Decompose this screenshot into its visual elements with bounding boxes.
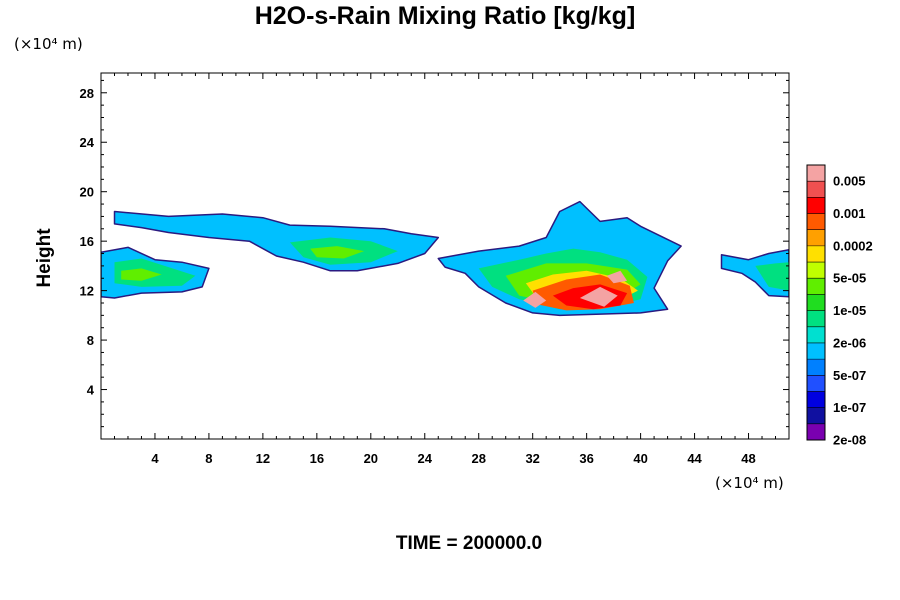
x-axis: 4 8 12 16 20 24 28 32 36 40 44 48 — [113, 73, 777, 466]
colorbar-frame — [806, 164, 826, 441]
colorbar-swatch — [807, 359, 825, 376]
colorbar-swatch — [807, 375, 825, 392]
time-label: TIME = 200000.0 — [396, 533, 542, 554]
data-field — [101, 200, 789, 317]
colorbar-label: 0.0002 — [833, 238, 873, 253]
y-axis-label: Height — [34, 228, 55, 288]
y-unit-label: (×10⁴ m) — [14, 35, 83, 53]
colorbar-label: 1e-07 — [833, 400, 866, 415]
data-region — [121, 268, 162, 281]
colorbar-swatch — [807, 229, 825, 247]
x-tick-label: 36 — [579, 451, 593, 466]
colorbar-label: 2e-08 — [833, 433, 866, 448]
colorbar-label: 0.001 — [833, 206, 866, 221]
colorbar-swatch — [807, 391, 825, 408]
colorbar-label: 1e-05 — [833, 303, 866, 318]
y-axis: 4 8 12 16 20 24 28 — [80, 79, 789, 428]
y-tick-label: 8 — [87, 333, 94, 348]
x-tick-label: 12 — [256, 451, 270, 466]
x-tick-label: 28 — [471, 451, 485, 466]
data-region — [579, 286, 618, 307]
colorbar-swatch — [807, 278, 825, 295]
colorbar-swatch — [807, 245, 825, 263]
chart-title: H2O-s-Rain Mixing Ratio [kg/kg] — [255, 2, 636, 30]
colorbar-swatch — [807, 326, 825, 344]
colorbar-swatch — [807, 310, 825, 328]
data-region — [755, 262, 789, 291]
y-tick-label: 24 — [80, 135, 95, 150]
x-tick-label: 40 — [633, 451, 647, 466]
colorbar-swatch — [807, 342, 825, 360]
colorbar-label: 5e-07 — [833, 368, 866, 383]
x-tick-label: 20 — [364, 451, 378, 466]
data-region — [606, 270, 628, 284]
y-tick-label: 12 — [80, 284, 94, 299]
x-tick-label: 16 — [310, 451, 324, 466]
x-unit-label: (×10⁴ m) — [715, 474, 784, 492]
colorbar-swatch — [807, 197, 825, 214]
colorbar-swatch — [807, 294, 825, 311]
colorbar-swatch — [807, 181, 825, 198]
y-tick-label: 4 — [87, 383, 95, 398]
x-tick-label: 24 — [418, 451, 433, 466]
colorbar-label: 5e-05 — [833, 271, 866, 286]
data-region — [523, 291, 547, 308]
y-tick-label: 20 — [80, 185, 94, 200]
colorbar-swatch — [807, 262, 825, 279]
colorbar-swatch — [807, 213, 825, 231]
y-tick-label: 16 — [80, 234, 94, 249]
colorbar-label: 0.005 — [833, 174, 866, 189]
colorbar-swatch — [807, 407, 825, 425]
colorbar: 0.005 0.001 0.0002 5e-05 1e-05 2e-06 5e-07 1e-0… — [806, 164, 873, 448]
colorbar-swatch — [807, 165, 825, 182]
x-tick-label: 44 — [687, 451, 702, 466]
plot-frame — [100, 72, 790, 440]
colorbar-swatch — [807, 423, 825, 441]
x-tick-label: 32 — [525, 451, 539, 466]
y-tick-label: 28 — [80, 86, 94, 101]
x-tick-label: 48 — [741, 451, 755, 466]
data-region — [310, 246, 365, 259]
x-tick-label: 8 — [205, 451, 212, 466]
x-tick-label: 4 — [151, 451, 159, 466]
colorbar-label: 2e-06 — [833, 335, 866, 350]
